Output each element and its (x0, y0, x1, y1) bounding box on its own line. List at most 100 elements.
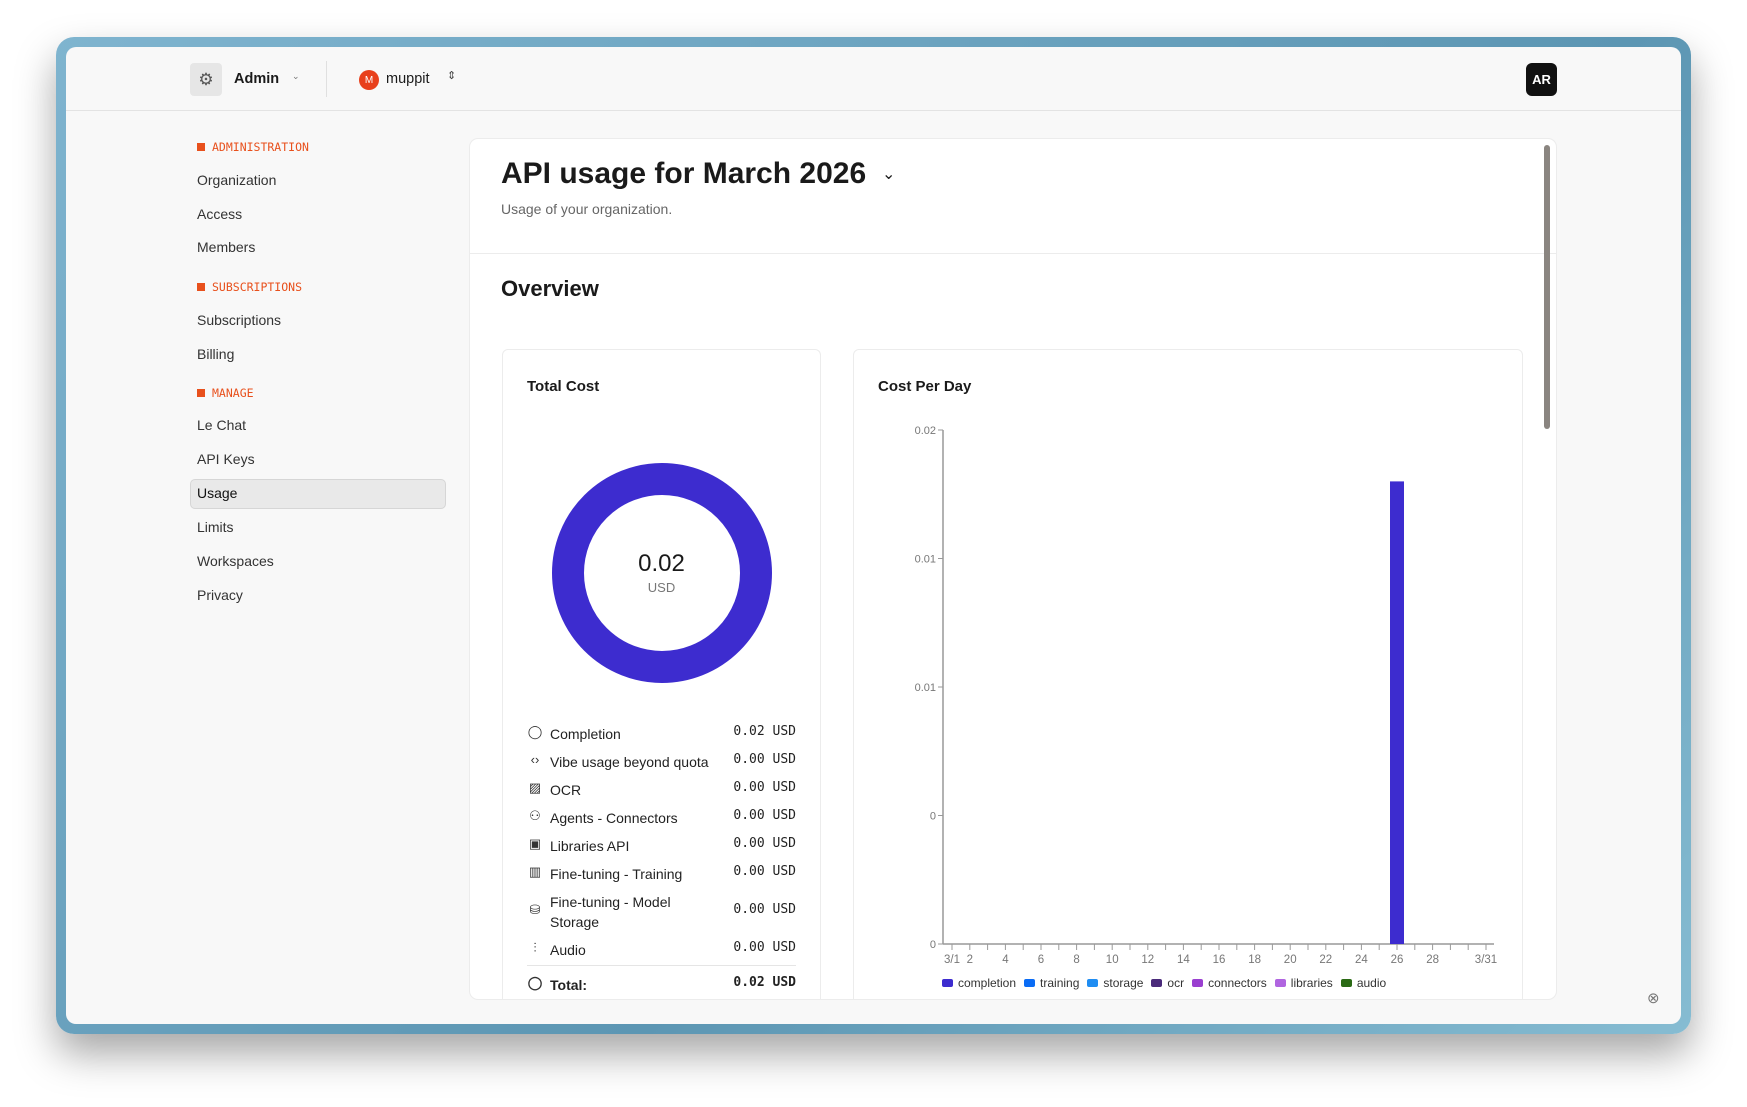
divider (527, 965, 796, 966)
legend-item-storage[interactable]: storage (1087, 976, 1143, 990)
legend-item-completion[interactable]: completion (942, 976, 1016, 990)
sidebar-item-usage[interactable]: Usage (197, 485, 238, 501)
y-tick-label: 0 (930, 939, 936, 951)
sidebar-item-billing[interactable]: Billing (197, 346, 235, 362)
sidebar-section-administration: ADMINISTRATION (197, 140, 309, 154)
row-label: Vibe usage beyond quota (550, 754, 709, 770)
x-tick-label: 18 (1248, 954, 1261, 966)
workspace-avatar: M (359, 70, 379, 90)
row-label: Fine-tuning - Model Storage (550, 894, 671, 930)
sidebar-item-organization[interactable]: Organization (197, 172, 277, 188)
legend-label: ocr (1167, 976, 1185, 990)
total-label: Total: (550, 977, 588, 993)
chevron-updown-icon[interactable]: ⇕ (447, 70, 457, 82)
legend-label: storage (1103, 976, 1144, 990)
cost-per-day-chart: 000.010.010.023/1 2 4 6 8 10 12 14 16 18 20 22 24 26 2… (915, 425, 1498, 966)
divider (470, 253, 1556, 254)
sidebar-item-members[interactable]: Members (197, 239, 256, 255)
total-cost-donut (552, 463, 772, 683)
image-icon: ▨ (528, 780, 542, 795)
sidebar-item-privacy[interactable]: Privacy (197, 587, 243, 603)
x-tick-label: 4 (1002, 954, 1009, 966)
cost-breakdown-list: ◯ Completion 0.02 USD ‹› Vibe usage beyond … (527, 724, 796, 999)
scrollbar-thumb[interactable] (1544, 145, 1550, 429)
chevron-down-icon[interactable]: ⌄ (292, 71, 300, 81)
chat-bubble-icon: ◯ (527, 724, 543, 739)
chart-title: Cost Per Day (878, 378, 972, 395)
legend-item-audio[interactable]: audio (1340, 976, 1387, 990)
legend-label: audio (1356, 976, 1387, 990)
chart-legend: completion training storage ocr connectors li… (942, 976, 1386, 990)
sidebar-item-subscriptions[interactable]: Subscriptions (197, 312, 282, 328)
row-label: Fine-tuning - Training (550, 866, 683, 882)
overview-heading: Overview (501, 276, 599, 301)
legend-swatch (1192, 979, 1204, 987)
audio-wave-icon: ⫶ (533, 940, 537, 955)
x-tick-label: 20 (1284, 954, 1297, 966)
row-value: 0.02 USD (733, 724, 796, 739)
chat-bubble-icon: ◯ (527, 975, 543, 990)
x-tick-label: 6 (1038, 954, 1044, 966)
x-tick-label: 26 (1391, 954, 1404, 966)
row-value: 0.00 USD (733, 902, 796, 917)
workspace-switch[interactable]: muppit (386, 71, 430, 87)
row-label: OCR (550, 782, 582, 798)
x-tick-label: 14 (1177, 954, 1190, 966)
main-panel: API usage for March 2026 ⌄ Usage of your… (470, 139, 1556, 999)
donut-unit: USD (647, 580, 676, 595)
app-window: ⚙ Admin ⌄ M muppit ⇕ AR ADMINISTRATION O… (66, 47, 1681, 1024)
y-tick-label: 0 (930, 811, 936, 823)
legend-item-libraries[interactable]: libraries (1274, 976, 1333, 990)
row-label: Libraries API (550, 838, 630, 854)
donut-value: 0.02 (638, 550, 685, 577)
sidebar-active-highlight (190, 479, 446, 509)
help-icon[interactable]: ⊗ (1647, 990, 1660, 1007)
row-value: 0.00 USD (733, 836, 796, 851)
row-value: 0.00 USD (733, 752, 796, 767)
legend-item-ocr[interactable]: ocr (1151, 976, 1184, 990)
sidebar-section-subscriptions: SUBSCRIPTIONS (197, 280, 302, 294)
total-value: 0.02 USD (733, 975, 796, 990)
list-item: ⛁ Fine-tuning - Model Storage 0.00 USD (527, 892, 796, 932)
page-title[interactable]: API usage for March 2026 (501, 157, 867, 190)
admin-switch[interactable]: Admin (234, 71, 280, 87)
divider (326, 61, 327, 97)
y-tick-label: 0.02 (915, 425, 936, 437)
row-value: 0.00 USD (733, 780, 796, 795)
x-tick-label: 10 (1106, 954, 1119, 966)
bar-completion-day-26[interactable] (1390, 481, 1404, 944)
month-chevron-down-icon[interactable]: ⌄ (882, 166, 896, 183)
sidebar-item-workspaces[interactable]: Workspaces (197, 553, 274, 569)
row-label: Agents - Connectors (550, 810, 678, 826)
total-cost-card: Total Cost 0.02 USD ◯ Completion 0.02 USD … (502, 349, 821, 999)
legend-label: connectors (1208, 976, 1267, 990)
sidebar-item-access[interactable]: Access (197, 206, 243, 222)
legend-swatch (1024, 979, 1036, 987)
settings-gear-button[interactable]: ⚙ (190, 63, 222, 96)
legend-swatch (1340, 979, 1352, 987)
sidebar-item-api-keys[interactable]: API Keys (197, 451, 255, 467)
row-label: Audio (550, 942, 586, 958)
donut-segment-completion[interactable] (552, 463, 772, 683)
legend-item-training[interactable]: training (1024, 976, 1079, 990)
sidebar-item-limits[interactable]: Limits (197, 519, 234, 535)
legend-item-connectors[interactable]: connectors (1192, 976, 1267, 990)
row-value: 0.00 USD (733, 940, 796, 955)
card-title: Total Cost (527, 378, 600, 395)
row-value: 0.00 USD (733, 864, 796, 879)
x-tick-label: 22 (1319, 954, 1332, 966)
user-avatar[interactable]: AR (1526, 63, 1557, 96)
y-tick-label: 0.01 (915, 554, 936, 566)
legend-swatch (1087, 979, 1099, 987)
legend-swatch (1151, 979, 1163, 987)
page-subtitle: Usage of your organization. (501, 201, 673, 217)
cost-per-day-card: Cost Per Day 0 0 0.01 0.01 0.02 3/1 2 4 6 8 10 12 14… (853, 349, 1523, 999)
x-tick-label: 3/31 (1475, 954, 1497, 966)
legend-swatch (942, 979, 953, 987)
row-label: Completion (550, 726, 621, 742)
legend-label: training (1040, 976, 1080, 990)
x-tick-label: 12 (1141, 954, 1154, 966)
x-tick-label: 24 (1355, 954, 1368, 966)
sidebar-item-le-chat[interactable]: Le Chat (197, 417, 247, 433)
legend-label: libraries (1290, 976, 1333, 990)
